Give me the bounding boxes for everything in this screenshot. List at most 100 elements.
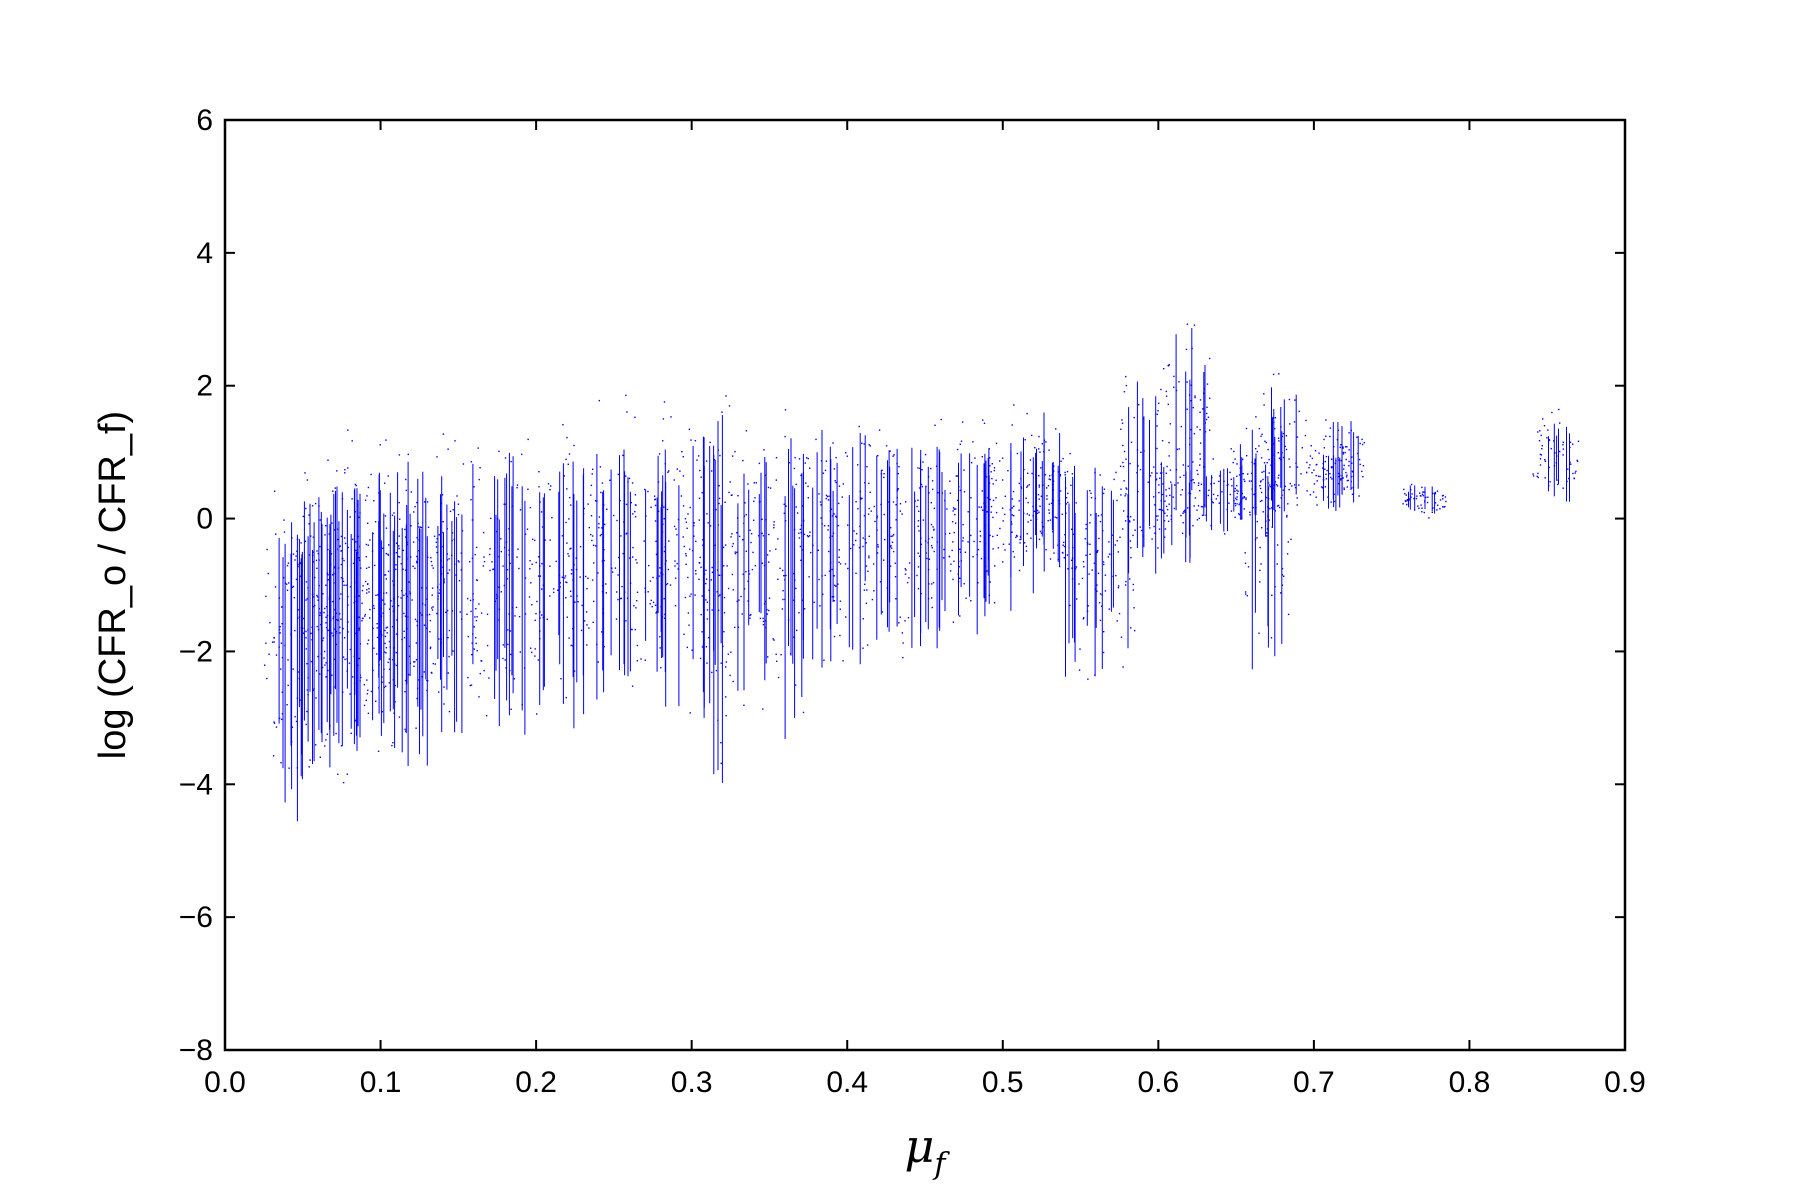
data-point bbox=[458, 561, 460, 563]
data-point bbox=[1075, 502, 1077, 504]
data-point bbox=[567, 463, 569, 465]
data-point bbox=[1289, 482, 1291, 485]
data-point bbox=[1013, 505, 1015, 507]
data-point bbox=[1363, 441, 1365, 444]
data-point bbox=[1026, 513, 1028, 515]
data-point bbox=[431, 587, 434, 589]
data-point bbox=[668, 470, 670, 472]
data-point bbox=[920, 483, 923, 486]
data-point bbox=[1121, 422, 1124, 424]
data-point bbox=[1184, 511, 1186, 513]
data-point bbox=[1416, 495, 1418, 497]
data-point bbox=[1306, 461, 1308, 464]
data-point bbox=[1212, 493, 1215, 496]
data-point bbox=[1020, 487, 1023, 489]
data-point bbox=[1342, 477, 1344, 479]
data-point bbox=[1027, 521, 1029, 523]
data-point bbox=[1322, 479, 1325, 481]
data-point bbox=[930, 467, 932, 470]
data-point bbox=[983, 502, 985, 505]
data-point bbox=[1296, 466, 1299, 468]
data-point bbox=[469, 684, 471, 687]
data-point bbox=[359, 512, 361, 514]
data-point bbox=[1268, 498, 1270, 500]
data-point bbox=[1289, 423, 1291, 425]
data-point bbox=[935, 465, 938, 467]
data-point bbox=[809, 531, 811, 533]
data-point bbox=[530, 582, 532, 584]
data-point bbox=[798, 612, 800, 614]
data-point bbox=[1266, 535, 1268, 537]
data-point bbox=[1339, 474, 1341, 477]
data-point bbox=[365, 580, 367, 583]
data-point bbox=[861, 442, 863, 444]
data-point bbox=[709, 441, 711, 444]
data-point bbox=[1096, 550, 1098, 553]
data-point bbox=[349, 693, 351, 695]
data-point bbox=[454, 440, 456, 442]
data-point bbox=[1174, 484, 1176, 486]
data-point bbox=[474, 553, 476, 556]
data-point bbox=[742, 539, 744, 541]
data-point bbox=[782, 598, 784, 601]
data-point bbox=[759, 617, 762, 620]
data-point bbox=[834, 584, 836, 586]
data-point bbox=[1207, 416, 1210, 418]
data-point bbox=[894, 576, 897, 578]
data-point bbox=[549, 539, 551, 541]
data-point bbox=[940, 418, 942, 421]
data-point bbox=[1334, 462, 1337, 465]
data-point bbox=[1278, 373, 1280, 375]
data-point bbox=[399, 556, 401, 558]
data-point bbox=[636, 591, 639, 593]
data-point bbox=[667, 471, 669, 473]
data-point bbox=[745, 514, 747, 516]
data-point bbox=[1311, 472, 1313, 474]
data-point bbox=[345, 584, 347, 586]
data-point bbox=[427, 526, 430, 528]
data-point bbox=[795, 587, 797, 590]
data-point bbox=[1120, 494, 1122, 496]
data-point bbox=[1262, 478, 1264, 481]
data-point bbox=[369, 608, 371, 611]
data-point bbox=[332, 600, 334, 603]
data-point bbox=[1548, 484, 1550, 487]
data-point bbox=[654, 504, 657, 507]
data-point bbox=[1059, 474, 1062, 476]
data-point bbox=[892, 534, 895, 536]
data-point bbox=[1335, 460, 1337, 462]
data-point bbox=[1100, 514, 1103, 516]
data-point bbox=[711, 671, 713, 674]
data-point bbox=[782, 569, 784, 572]
data-point bbox=[475, 619, 478, 622]
data-point bbox=[519, 651, 521, 653]
data-point bbox=[1192, 406, 1194, 409]
data-point bbox=[325, 584, 327, 586]
data-point bbox=[1345, 476, 1348, 478]
data-point bbox=[978, 506, 980, 508]
data-point bbox=[1281, 567, 1284, 570]
data-point bbox=[764, 600, 767, 603]
data-point bbox=[1042, 526, 1044, 528]
data-point bbox=[403, 630, 405, 632]
data-point bbox=[356, 656, 358, 659]
data-point bbox=[951, 549, 953, 552]
data-point bbox=[813, 601, 815, 603]
data-point bbox=[275, 654, 278, 656]
data-point bbox=[566, 616, 568, 618]
data-point bbox=[1040, 495, 1043, 497]
data-point bbox=[958, 486, 960, 488]
data-point bbox=[877, 544, 879, 546]
data-point bbox=[352, 562, 355, 565]
data-point bbox=[1218, 480, 1220, 483]
data-point bbox=[565, 597, 567, 599]
data-point bbox=[691, 549, 694, 552]
data-point bbox=[925, 540, 927, 542]
data-point bbox=[985, 565, 987, 568]
data-point bbox=[416, 536, 418, 539]
data-point bbox=[636, 562, 638, 564]
data-point bbox=[1330, 501, 1332, 503]
data-point bbox=[959, 443, 961, 445]
data-point bbox=[677, 518, 680, 521]
data-point bbox=[1362, 465, 1365, 467]
